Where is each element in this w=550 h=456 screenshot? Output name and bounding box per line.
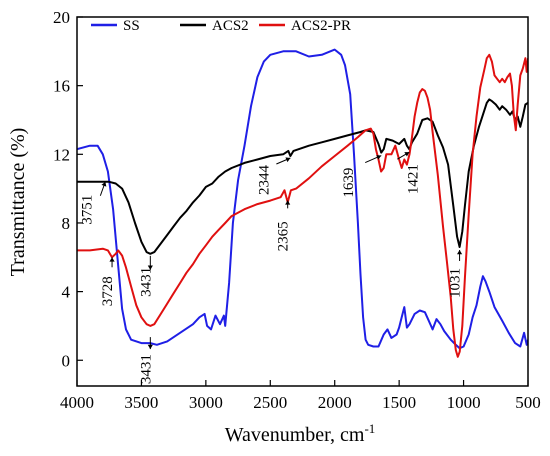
peak-annotations: 3751 3728 3431 3431 2344 2365 1639 1421 1031 (79, 151, 464, 384)
x-tick-label: 1000 (447, 393, 481, 412)
x-tick-label: 2000 (318, 393, 352, 412)
x-tick-label: 4000 (60, 393, 94, 412)
legend-label-ss: SS (123, 18, 140, 34)
annotation-arrow-head (147, 344, 153, 350)
legend-label-acs2-pr: ACS2-PR (291, 18, 351, 34)
series-line-acs2-pr (77, 53, 528, 358)
y-tick-label: 20 (53, 8, 70, 27)
annotation-arrow-head (376, 154, 382, 160)
series-line-ss (77, 48, 528, 350)
x-axis-title: Wavenumber, cm-1 (225, 421, 376, 446)
peak-label: 1031 (448, 268, 464, 298)
x-tick-label: 3000 (189, 393, 223, 412)
x-axis-title-text: Wavenumber, cm (225, 424, 365, 446)
peak-label: 1639 (341, 168, 357, 198)
annotation-arrow-head (147, 265, 153, 270)
y-tick-label: 0 (62, 351, 71, 370)
annotation-arrow-head (109, 257, 115, 262)
legend: SS ACS2 ACS2-PR (91, 18, 351, 34)
series-line-acs2 (77, 98, 528, 255)
y-tick-label: 12 (53, 145, 70, 164)
peak-label: 3751 (79, 195, 95, 225)
plot-frame (76, 16, 529, 387)
peak-label: 2365 (276, 221, 292, 251)
x-axis-title-sup: -1 (364, 421, 375, 436)
y-tick-label: 16 (53, 77, 70, 96)
axis-ticks: 4000 3500 3000 2500 2000 1500 1000 500 0 4 8 12 16 20 (53, 8, 541, 412)
annotation-arrow-head (101, 181, 107, 187)
peak-label: 3728 (100, 276, 116, 306)
x-tick-label: 2500 (253, 393, 287, 412)
peak-label: 3431 (138, 354, 154, 384)
y-tick-label: 8 (62, 214, 71, 233)
peak-label: 2344 (256, 165, 272, 196)
annotation-arrow-head (404, 152, 410, 157)
series-lines (77, 48, 528, 358)
annotation-arrow-head (456, 249, 463, 255)
annotation-arrow-head (285, 157, 291, 163)
x-tick-label: 3500 (124, 393, 158, 412)
legend-label-acs2: ACS2 (212, 18, 249, 34)
x-tick-label: 500 (515, 393, 541, 412)
x-tick-label: 1500 (382, 393, 416, 412)
annotation-arrow-head (285, 200, 291, 205)
y-axis-title: Transmittance (%) (7, 128, 29, 277)
y-tick-label: 4 (62, 283, 71, 302)
peak-label: 3431 (138, 267, 154, 297)
peak-label: 1421 (405, 164, 421, 194)
